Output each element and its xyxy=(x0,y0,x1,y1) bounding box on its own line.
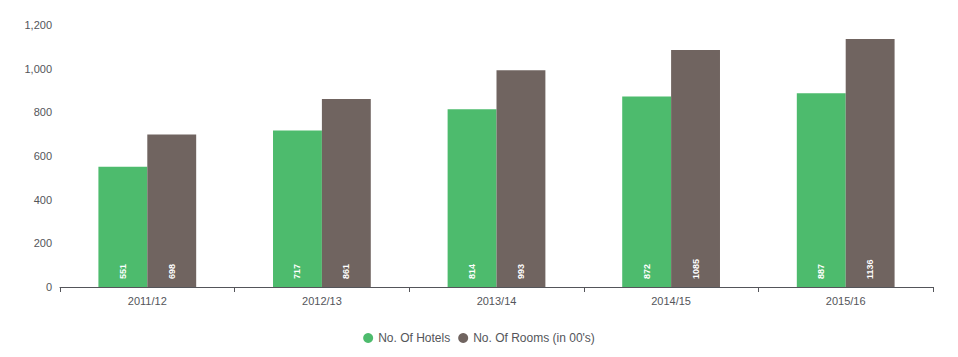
svg-text:2012/13: 2012/13 xyxy=(302,295,342,307)
svg-text:698: 698 xyxy=(167,264,177,279)
svg-text:1,200: 1,200 xyxy=(24,19,52,31)
svg-text:993: 993 xyxy=(516,264,526,279)
svg-text:0: 0 xyxy=(46,281,52,293)
svg-text:872: 872 xyxy=(642,264,652,279)
svg-text:1,000: 1,000 xyxy=(24,63,52,75)
svg-text:887: 887 xyxy=(816,264,826,279)
svg-text:551: 551 xyxy=(118,264,128,279)
svg-text:No. Of Hotels: No. Of Hotels xyxy=(378,331,450,345)
svg-text:861: 861 xyxy=(341,264,351,279)
svg-text:2015/16: 2015/16 xyxy=(826,295,866,307)
svg-text:2014/15: 2014/15 xyxy=(651,295,691,307)
svg-text:717: 717 xyxy=(292,264,302,279)
svg-text:2013/14: 2013/14 xyxy=(477,295,517,307)
svg-text:No. Of Rooms (in 00's): No. Of Rooms (in 00's) xyxy=(473,331,595,345)
svg-text:800: 800 xyxy=(34,106,52,118)
svg-text:2011/12: 2011/12 xyxy=(128,295,167,307)
svg-text:600: 600 xyxy=(34,150,52,162)
svg-text:200: 200 xyxy=(34,237,52,249)
svg-text:1085: 1085 xyxy=(691,259,701,279)
svg-text:400: 400 xyxy=(34,194,52,206)
svg-text:814: 814 xyxy=(467,264,477,279)
svg-text:1136: 1136 xyxy=(865,259,875,279)
